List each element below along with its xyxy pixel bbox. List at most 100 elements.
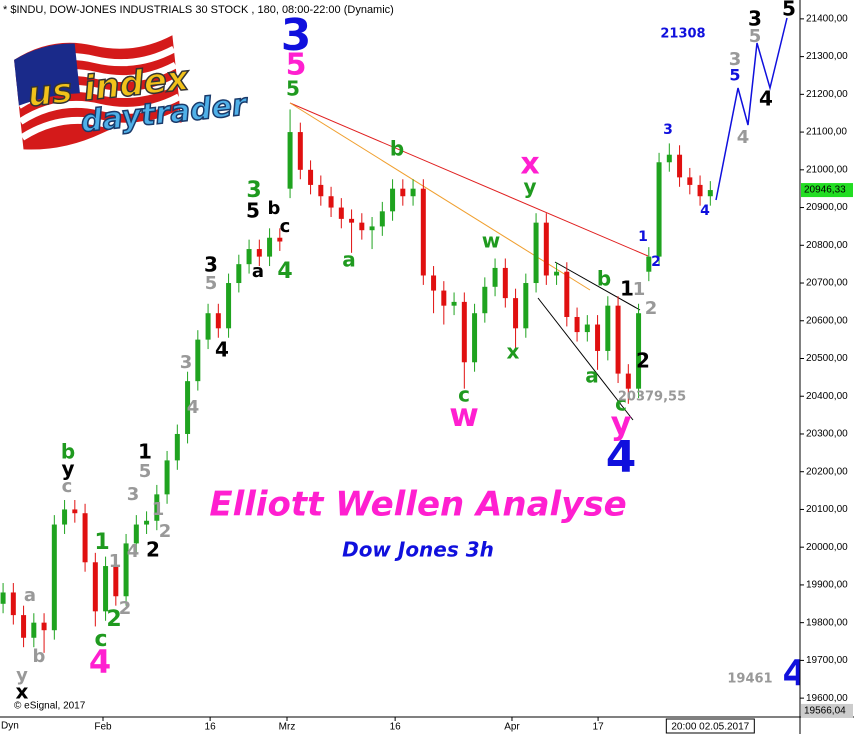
candle-body [92,562,98,612]
wave-label: 2 [636,349,650,373]
candle-body [574,316,580,333]
y-tick-label: 20300,00 [806,429,848,440]
candle-body [318,184,324,197]
candle-body [625,373,631,389]
candle-body [646,256,652,272]
y-tick-label: 21100,00 [806,127,847,138]
wave-label: 2 [159,521,172,542]
candle-body [595,324,601,351]
candle-body [420,188,426,276]
wave-label: 4 [127,541,140,562]
x-tick-label: 16 [390,722,402,733]
y-tick-label: 19600,00 [806,693,848,704]
wave-label: 1 [109,551,122,572]
candle-body [72,509,78,514]
wave-label: y [61,457,74,481]
x-tick-label: Feb [94,722,112,733]
source: © eSignal, 2017 [14,701,86,712]
candle-body [205,313,211,340]
axes: 19600,00 19700,00 19800,00 19900,00 20000,00… [94,14,853,734]
wave-label: b [268,198,281,219]
wave-label: b [61,440,75,464]
candle-body [328,196,334,208]
candle-body [185,381,191,434]
wave-label: 3 [246,178,261,203]
wave-label: 2 [645,298,658,319]
wave-label: 1 [138,440,152,464]
candle-body [390,188,396,212]
candle-body [267,237,273,257]
x-tick-label: Mrz [279,722,296,733]
wave-label: b [597,267,611,291]
candle-body [543,222,549,276]
candle-body [441,290,447,306]
y-tick-label: 21200,00 [806,89,848,100]
wave-label: x [520,147,539,182]
trend-line [289,102,649,257]
candle-body [10,592,16,616]
y-tick-label: 21400,00 [806,14,848,25]
y-tick-label: 20200,00 [806,466,848,477]
candle-body [41,622,47,631]
candle-body [492,267,498,287]
wave-label: 5 [782,0,796,21]
wave-label: 4 [89,643,111,681]
wave-label: 3 [281,10,312,61]
wave-label: 2 [146,538,160,562]
candle-body [226,283,232,329]
candle-body [615,305,621,374]
candle-body [410,188,416,197]
wave-label: a [252,261,264,282]
x-tick-label: 17 [593,722,605,733]
wave-label: 5 [286,77,300,101]
candle-body [215,313,221,329]
candle-body [123,543,129,597]
plot [0,109,713,653]
wave-label: 5 [729,66,740,85]
trend-line [289,102,591,291]
candle-body [174,433,180,461]
y-tick-label: 20000,00 [806,542,848,553]
y-tick-label: 20900,00 [806,202,848,213]
wave-label: y [16,665,28,686]
y-tick-label: 20700,00 [806,278,848,289]
candle-body [113,566,119,597]
wave-label: 5 [246,199,260,223]
candle-body [677,154,683,178]
candle-body [277,237,283,242]
candle-body [133,524,139,544]
candle-body [236,264,242,284]
cursor-time-label: 20:00 02.05.2017 [671,722,749,733]
y-axis-panel [800,0,854,734]
wave-label: 3 [748,7,762,31]
candle-body [697,184,703,197]
candle-body [513,298,519,329]
wave-label: 1 [94,530,109,555]
x-tick-label: Apr [504,722,520,733]
price-label: 19566,04 [804,706,846,717]
price-box [801,703,853,718]
candle-body [523,283,529,329]
wave-label: 3 [180,352,193,373]
flag-canton [14,43,80,106]
candle-body [256,249,262,257]
wave-label: c [615,392,627,416]
wave-label: y [611,404,632,442]
y-tick-label: 19800,00 [806,617,848,628]
y-tick-label: 20500,00 [806,353,848,364]
wave-label: 4 [277,259,292,284]
y-tick-label: 20400,00 [806,391,848,402]
trend-line [537,297,634,421]
candle-body [154,494,160,521]
wave-label: c [94,627,107,652]
candle-body [379,211,385,227]
price-box [801,183,853,198]
wave-label: b [33,646,46,667]
wave-label: 5 [205,273,218,294]
wave-label: 1 [633,279,646,300]
candle-body [349,218,355,223]
wave-label: w [449,396,479,434]
wave-label: b [390,137,404,161]
